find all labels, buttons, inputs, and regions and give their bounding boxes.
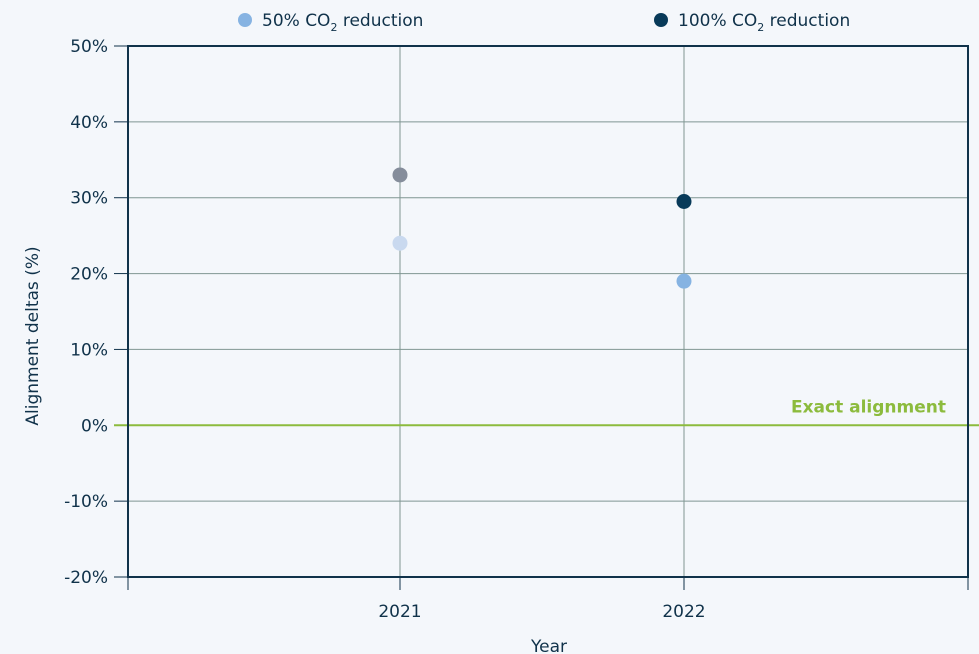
y-tick-label: 0% bbox=[81, 416, 108, 436]
y-tick-label: 40% bbox=[70, 113, 108, 133]
x-tick-label: 2021 bbox=[378, 602, 421, 622]
grid bbox=[128, 46, 968, 577]
point-50pct-co2-reduction bbox=[392, 235, 408, 251]
legend-item-100pct: 100% CO2 reduction bbox=[654, 11, 850, 34]
exact-alignment-label: Exact alignment bbox=[791, 397, 946, 417]
legend-marker-50pct bbox=[238, 13, 252, 27]
legend: 50% CO2 reduction 100% CO2 reduction bbox=[238, 11, 850, 34]
y-tick-label: 50% bbox=[70, 37, 108, 57]
point-50pct-co2-reduction bbox=[676, 273, 692, 289]
y-tick-label: 10% bbox=[70, 340, 108, 360]
legend-label-100pct: 100% CO2 reduction bbox=[678, 11, 850, 34]
legend-item-50pct: 50% CO2 reduction bbox=[238, 11, 423, 34]
plot-frame bbox=[127, 45, 969, 578]
reference-line-group: Exact alignment bbox=[114, 397, 979, 427]
x-tick-label: 2022 bbox=[662, 602, 705, 622]
ticks: 50% 40% 30% 20% 10% 0% -10% -20% 2021 2022 bbox=[64, 37, 969, 622]
y-tick-label: -20% bbox=[64, 568, 108, 588]
y-tick-label: 30% bbox=[70, 189, 108, 209]
legend-marker-100pct bbox=[654, 13, 668, 27]
point-100pct-co2-reduction bbox=[676, 194, 692, 210]
data-points bbox=[392, 167, 692, 289]
y-tick-label: 20% bbox=[70, 265, 108, 285]
legend-label-50pct: 50% CO2 reduction bbox=[262, 11, 423, 34]
point-100pct-co2-reduction bbox=[392, 167, 408, 183]
y-axis-label: Alignment deltas (%) bbox=[23, 246, 43, 425]
y-tick-label: -10% bbox=[64, 492, 108, 512]
x-axis-label: Year bbox=[530, 637, 567, 654]
